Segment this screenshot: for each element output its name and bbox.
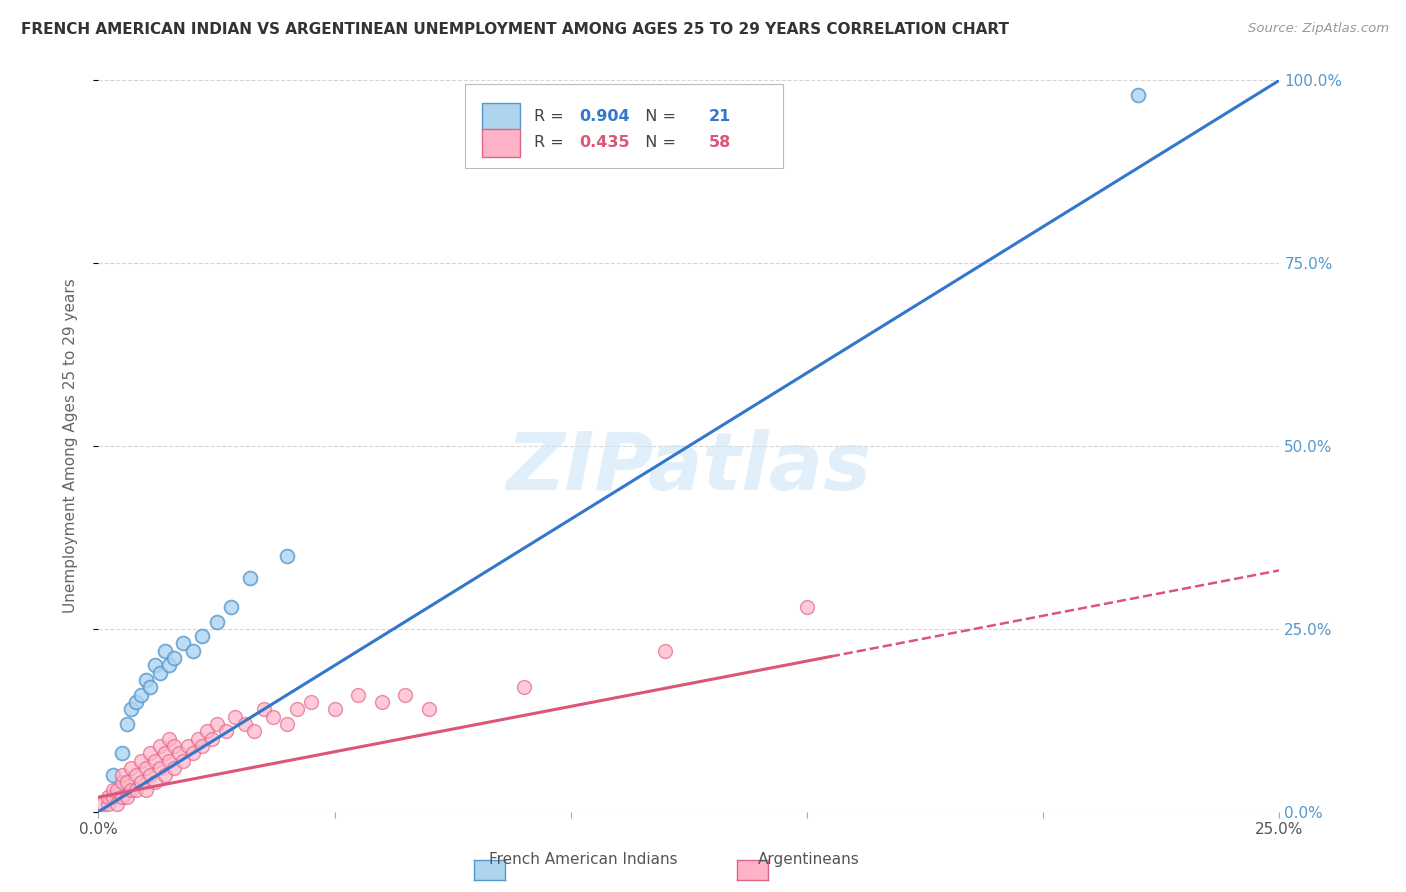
Point — [149, 761, 172, 775]
Point — [654, 644, 676, 658]
Point — [239, 571, 262, 585]
Point — [129, 688, 152, 702]
Point — [101, 768, 124, 782]
FancyBboxPatch shape — [482, 103, 520, 130]
Point — [299, 695, 322, 709]
Point — [143, 775, 166, 789]
Point — [143, 658, 166, 673]
Point — [163, 651, 186, 665]
Point — [111, 775, 134, 789]
Point — [129, 775, 152, 789]
Point — [201, 731, 224, 746]
Point — [101, 790, 124, 805]
Point — [135, 673, 157, 687]
Point — [371, 695, 394, 709]
Y-axis label: Unemployment Among Ages 25 to 29 years: Unemployment Among Ages 25 to 29 years — [63, 278, 77, 614]
Point — [215, 724, 238, 739]
Point — [224, 709, 246, 723]
Point — [135, 761, 157, 775]
Point — [153, 644, 176, 658]
Point — [219, 599, 242, 614]
Point — [125, 695, 148, 709]
Point — [163, 739, 186, 753]
Point — [191, 629, 214, 643]
Point — [181, 644, 204, 658]
Point — [149, 665, 172, 680]
Text: 0.435: 0.435 — [579, 136, 630, 151]
Point — [97, 797, 120, 812]
Point — [172, 636, 194, 650]
Point — [105, 782, 128, 797]
Point — [91, 797, 114, 812]
Point — [153, 768, 176, 782]
Point — [111, 768, 134, 782]
Point — [512, 681, 534, 695]
Point — [121, 761, 143, 775]
Point — [115, 775, 138, 789]
Text: Source: ZipAtlas.com: Source: ZipAtlas.com — [1249, 22, 1389, 36]
Point — [195, 724, 218, 739]
Point — [129, 754, 152, 768]
Point — [276, 549, 298, 563]
Point — [143, 754, 166, 768]
Point — [139, 681, 162, 695]
Text: 58: 58 — [709, 136, 731, 151]
Point — [135, 782, 157, 797]
Point — [233, 717, 256, 731]
Point — [187, 731, 209, 746]
Point — [139, 746, 162, 760]
Text: 21: 21 — [709, 110, 731, 124]
Point — [157, 658, 180, 673]
Point — [121, 702, 143, 716]
Point — [191, 739, 214, 753]
Text: FRENCH AMERICAN INDIAN VS ARGENTINEAN UNEMPLOYMENT AMONG AGES 25 TO 29 YEARS COR: FRENCH AMERICAN INDIAN VS ARGENTINEAN UN… — [21, 22, 1010, 37]
Point — [149, 739, 172, 753]
Point — [157, 731, 180, 746]
Point — [394, 688, 416, 702]
Point — [101, 782, 124, 797]
Point — [796, 599, 818, 614]
Point — [125, 782, 148, 797]
Text: R =: R = — [534, 110, 569, 124]
Point — [347, 688, 370, 702]
Point — [163, 761, 186, 775]
Text: ZIPatlas: ZIPatlas — [506, 429, 872, 507]
Point — [205, 717, 228, 731]
Point — [243, 724, 266, 739]
Point — [285, 702, 308, 716]
Point — [153, 746, 176, 760]
Point — [97, 790, 120, 805]
Point — [125, 768, 148, 782]
Point — [115, 790, 138, 805]
Point — [111, 746, 134, 760]
Point — [121, 782, 143, 797]
Point — [181, 746, 204, 760]
Text: N =: N = — [634, 136, 681, 151]
Point — [139, 768, 162, 782]
Point — [111, 790, 134, 805]
Point — [115, 717, 138, 731]
Point — [167, 746, 190, 760]
Point — [323, 702, 346, 716]
Point — [1126, 87, 1149, 102]
FancyBboxPatch shape — [464, 84, 783, 168]
Text: R =: R = — [534, 136, 569, 151]
Text: N =: N = — [634, 110, 681, 124]
Point — [418, 702, 440, 716]
Point — [105, 797, 128, 812]
Text: French American Indians: French American Indians — [489, 852, 678, 867]
Point — [177, 739, 200, 753]
Text: Argentineans: Argentineans — [758, 852, 859, 867]
Text: 0.904: 0.904 — [579, 110, 630, 124]
Point — [253, 702, 276, 716]
Point — [262, 709, 284, 723]
Point — [172, 754, 194, 768]
FancyBboxPatch shape — [482, 129, 520, 157]
Point — [276, 717, 298, 731]
Point — [157, 754, 180, 768]
Point — [205, 615, 228, 629]
